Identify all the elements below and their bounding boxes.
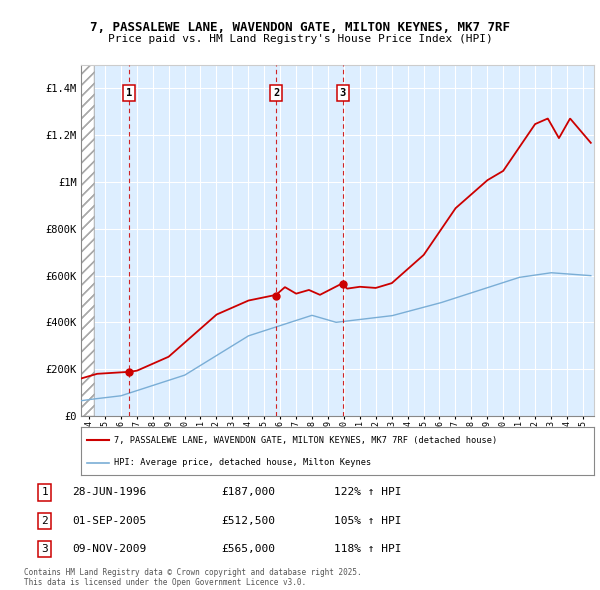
Text: 28-JUN-1996: 28-JUN-1996 (72, 487, 146, 497)
Polygon shape (81, 65, 94, 416)
Text: 1: 1 (41, 487, 48, 497)
Text: £512,500: £512,500 (221, 516, 275, 526)
Text: £565,000: £565,000 (221, 544, 275, 554)
Text: 3: 3 (340, 88, 346, 98)
Text: 118% ↑ HPI: 118% ↑ HPI (334, 544, 402, 554)
Text: 2: 2 (273, 88, 279, 98)
Text: HPI: Average price, detached house, Milton Keynes: HPI: Average price, detached house, Milt… (115, 458, 371, 467)
Text: 1: 1 (125, 88, 132, 98)
Text: 122% ↑ HPI: 122% ↑ HPI (334, 487, 402, 497)
Text: 01-SEP-2005: 01-SEP-2005 (72, 516, 146, 526)
Text: 7, PASSALEWE LANE, WAVENDON GATE, MILTON KEYNES, MK7 7RF: 7, PASSALEWE LANE, WAVENDON GATE, MILTON… (90, 21, 510, 34)
Text: £187,000: £187,000 (221, 487, 275, 497)
Text: 3: 3 (41, 544, 48, 554)
Text: 2: 2 (41, 516, 48, 526)
Text: Price paid vs. HM Land Registry's House Price Index (HPI): Price paid vs. HM Land Registry's House … (107, 34, 493, 44)
Text: 7, PASSALEWE LANE, WAVENDON GATE, MILTON KEYNES, MK7 7RF (detached house): 7, PASSALEWE LANE, WAVENDON GATE, MILTON… (115, 435, 497, 445)
Text: 09-NOV-2009: 09-NOV-2009 (72, 544, 146, 554)
Text: Contains HM Land Registry data © Crown copyright and database right 2025.
This d: Contains HM Land Registry data © Crown c… (24, 568, 362, 587)
Text: 105% ↑ HPI: 105% ↑ HPI (334, 516, 402, 526)
Polygon shape (81, 65, 94, 416)
